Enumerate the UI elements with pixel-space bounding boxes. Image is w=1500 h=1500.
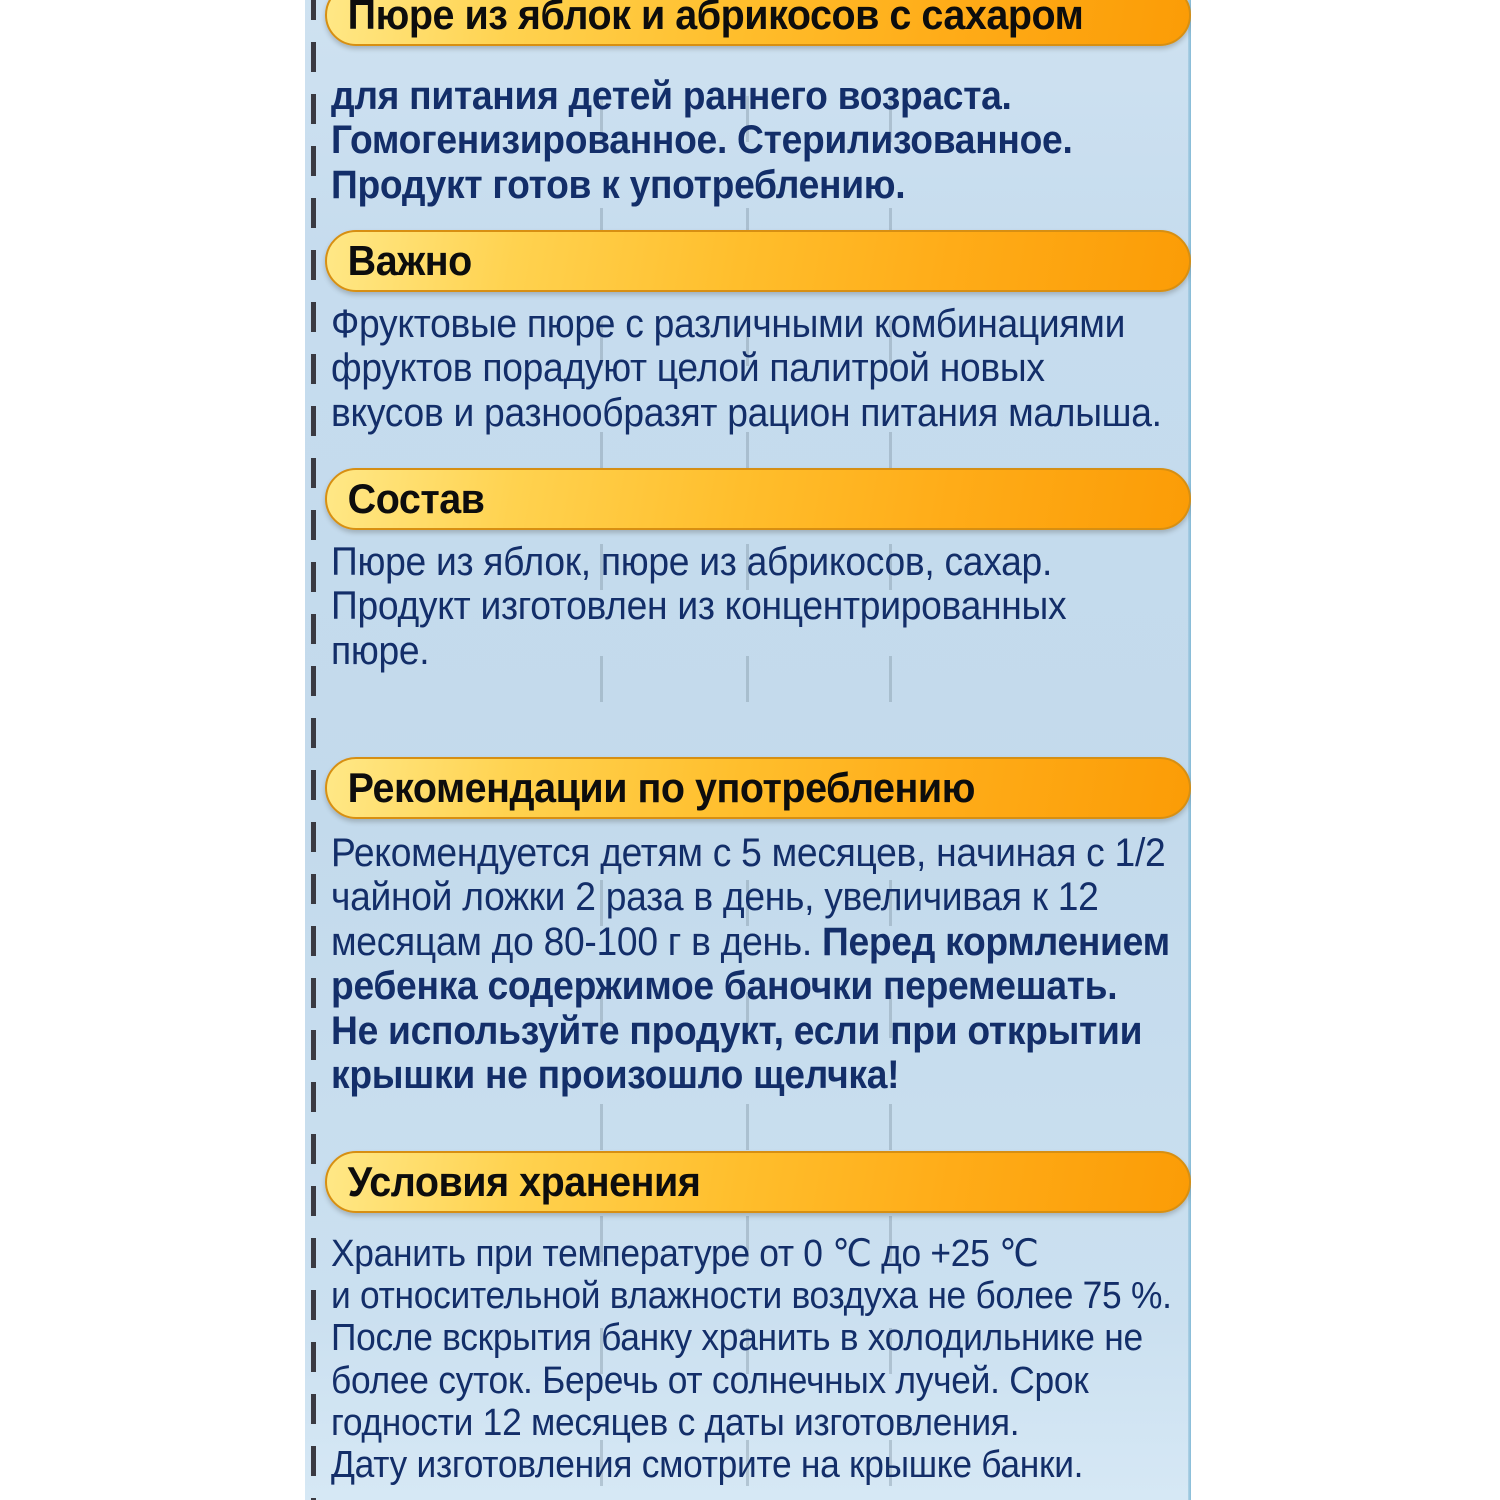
subtitle-line: Гомогенизированное. Стерилизованное. [331,118,1073,163]
product-title: Пюре из яблок и абрикосов с сахаром [347,0,1084,38]
body-line: крышки не произошло щелчка! [331,1052,900,1097]
fold-crease-line [746,0,749,1500]
section-heading-label: Важно [347,237,473,284]
body-line: Рекомендуется детям с 5 месяцев, начиная… [331,831,1166,875]
label-panel: Пюре из яблок и абрикосов с сахаром для … [305,0,1191,1500]
subtitle-line: Продукт готов к употреблению. [331,162,906,207]
body-line: Продукт изготовлен из концентрированных [331,584,1067,629]
fold-crease-line [600,0,603,1500]
right-margin [1194,0,1500,1500]
product-subtitle: для питания детей раннего возраста. Гомо… [331,74,1191,207]
section-body-recommendations: Рекомендуется детям с 5 месяцев, начиная… [331,831,1191,1097]
fold-crease-line [889,0,892,1500]
section-header-composition: Состав [325,468,1191,530]
body-line: фруктов порадуют целой палитрой новых [331,346,1045,391]
body-line: чайной ложки 2 раза в день, увеличивая к… [331,875,1099,920]
body-line-bold-tail: Перед кормлением [821,919,1170,964]
body-line: годности 12 месяцев с даты изготовления. [331,1401,1020,1444]
section-body-storage: Хранить при температуре от 0 ℃ до +25 ℃ … [331,1233,1191,1486]
panel-right-edge [1188,0,1191,1500]
body-line: Хранить при температуре от 0 ℃ до +25 ℃ [331,1233,1039,1275]
body-line: После вскрытия банку хранить в холодильн… [331,1317,1143,1360]
left-margin [0,0,305,1500]
body-line: вкусов и разнообразят рацион питания мал… [331,390,1162,435]
body-line: и относительной влажности воздуха не бол… [331,1275,1172,1318]
product-title-bar: Пюре из яблок и абрикосов с сахаром [325,0,1191,46]
body-line: Не используйте продукт, если при открыти… [331,1008,1143,1053]
section-header-storage: Условия хранения [325,1151,1191,1213]
body-line: Дату изготовления смотрите на крышке бан… [331,1443,1084,1486]
body-line-regular: месяцам до 80-100 г в день. [331,919,822,964]
body-line: пюре. [331,628,430,673]
section-heading-label: Условия хранения [347,1158,701,1205]
subtitle-line: для питания детей раннего возраста. [331,74,1012,118]
section-body-composition: Пюре из яблок, пюре из абрикосов, сахар.… [331,540,1191,673]
dashed-cut-line [311,0,316,1500]
section-header-important: Важно [325,230,1191,292]
section-heading-label: Рекомендации по употреблению [347,764,976,811]
body-line: ребенка содержимое баночки перемешать. [331,964,1118,1009]
body-line: Пюре из яблок, пюре из абрикосов, сахар. [331,540,1053,584]
section-body-important: Фруктовые пюре с различными комбинациями… [331,302,1191,435]
body-line: Фруктовые пюре с различными комбинациями [331,302,1126,346]
section-heading-label: Состав [347,475,485,522]
body-line: более суток. Беречь от солнечных лучей. … [331,1359,1089,1402]
section-header-recommendations: Рекомендации по употреблению [325,757,1191,819]
body-line-mixed: месяцам до 80-100 г в день. Перед кормле… [331,919,1170,964]
